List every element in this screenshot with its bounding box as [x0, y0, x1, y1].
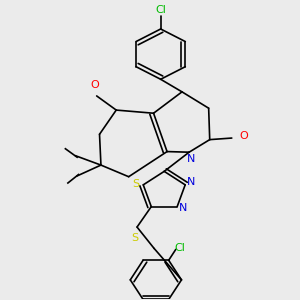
Text: S: S	[132, 233, 139, 243]
Text: S: S	[133, 179, 140, 189]
Text: N: N	[187, 177, 195, 187]
Text: N: N	[187, 154, 195, 164]
Text: N: N	[179, 203, 187, 213]
Text: Cl: Cl	[174, 243, 185, 253]
Text: O: O	[91, 80, 99, 90]
Text: O: O	[240, 131, 248, 142]
Text: Cl: Cl	[155, 5, 166, 15]
